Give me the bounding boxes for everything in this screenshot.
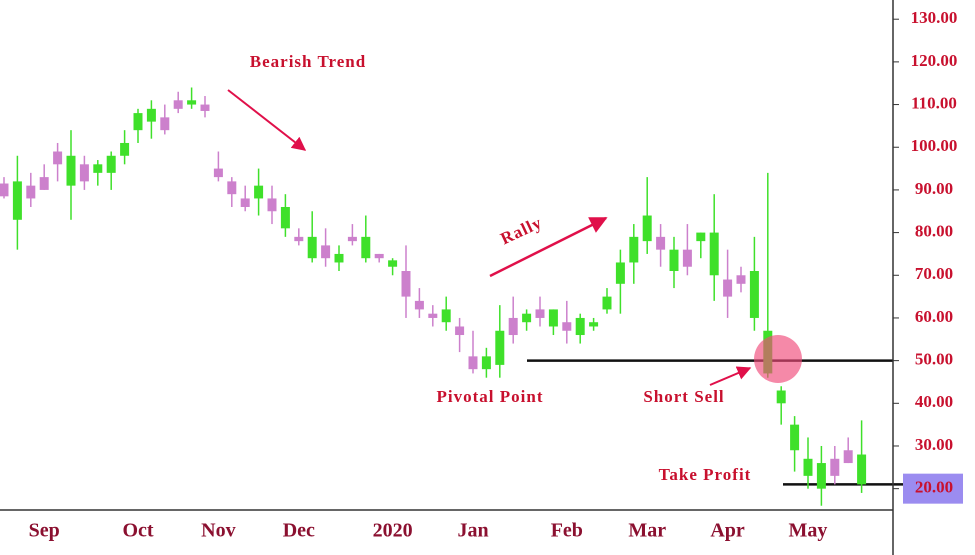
- candle-body: [857, 454, 867, 485]
- y-tick-label: 50.00: [915, 350, 953, 369]
- candle-body: [508, 317, 518, 336]
- candle-body: [146, 108, 156, 122]
- y-tick-label: 80.00: [915, 222, 953, 241]
- candle-body: [816, 463, 826, 489]
- annotation: Bearish Trend: [250, 52, 366, 71]
- y-tick-label: 20.00: [915, 478, 953, 497]
- x-tick-label: Jan: [457, 520, 488, 542]
- candle-body: [629, 236, 639, 263]
- y-tick-label: 120.00: [911, 51, 958, 70]
- annotation: Take Profit: [659, 465, 752, 484]
- candle-body: [0, 183, 9, 197]
- candle-body: [187, 100, 197, 105]
- candle-body: [294, 236, 304, 242]
- candle-body: [830, 458, 840, 476]
- y-tick-label: 70.00: [915, 264, 953, 283]
- x-tick-label: May: [789, 520, 828, 542]
- candle-body: [495, 330, 505, 365]
- candle-body: [240, 198, 250, 207]
- candle-body: [481, 356, 491, 370]
- annotation: Short Sell: [643, 387, 724, 406]
- candle-body: [682, 249, 692, 267]
- x-tick-label: Sep: [29, 520, 60, 542]
- candle-body: [307, 236, 317, 259]
- arrow: [227, 89, 307, 151]
- y-tick-label: 30.00: [915, 435, 953, 454]
- candle-body: [522, 313, 532, 323]
- candle-body: [589, 322, 599, 327]
- candle-body: [441, 309, 451, 323]
- candle-body: [468, 356, 478, 370]
- y-tick-label: 60.00: [915, 307, 953, 326]
- candle-body: [93, 164, 103, 173]
- candle-body: [213, 168, 223, 178]
- candle-body: [160, 117, 170, 131]
- candle-body: [53, 151, 63, 165]
- candle-body: [173, 100, 183, 109]
- candle-body: [535, 309, 545, 318]
- candle-body: [120, 142, 130, 156]
- candle-body: [790, 424, 800, 451]
- candle-body: [656, 236, 666, 250]
- candle-body: [280, 206, 290, 229]
- candle-body: [401, 271, 411, 297]
- candle-body: [334, 253, 344, 263]
- candle-body: [749, 271, 759, 318]
- candle-body: [321, 245, 331, 259]
- plot-area: [0, 87, 918, 506]
- candle-body: [254, 185, 264, 199]
- arrow: [489, 216, 608, 278]
- y-tick-label: 90.00: [915, 179, 953, 198]
- candle-body: [803, 458, 813, 476]
- candle-body: [615, 262, 625, 284]
- candle-body: [709, 232, 719, 276]
- candle-body: [414, 300, 424, 310]
- candle-body: [361, 236, 371, 259]
- candle-body: [227, 181, 237, 195]
- candle-body: [723, 279, 733, 297]
- arrow: [709, 366, 752, 386]
- x-tick-label: Mar: [628, 520, 666, 542]
- candle-body: [602, 296, 612, 310]
- x-tick-label: Dec: [283, 520, 315, 542]
- tick-highlight: [903, 473, 963, 504]
- candle-body: [106, 155, 116, 173]
- candle-body: [200, 104, 210, 111]
- candle-body: [575, 317, 585, 336]
- y-tick-label: 130.00: [911, 8, 958, 27]
- x-tick-label: 2020: [373, 520, 413, 542]
- candle-body: [642, 215, 652, 242]
- x-tick-label: Feb: [551, 520, 583, 542]
- annotation: Pivotal Point: [437, 387, 544, 406]
- candle-body: [776, 390, 786, 404]
- candle-body: [388, 260, 398, 267]
- candle-body: [347, 236, 357, 242]
- y-tick-label: 100.00: [911, 136, 958, 155]
- candle-body: [669, 249, 679, 272]
- candle-body: [12, 181, 22, 220]
- candle-body: [267, 198, 277, 212]
- x-tick-label: Oct: [122, 520, 153, 542]
- candle-body: [374, 253, 384, 259]
- candle-body: [548, 309, 558, 327]
- candle-body: [843, 450, 853, 464]
- candle-body: [696, 232, 706, 242]
- y-tick-label: 40.00: [915, 392, 953, 411]
- candle-body: [26, 185, 36, 199]
- candle-body: [736, 275, 746, 284]
- candle-body: [79, 164, 89, 182]
- x-tick-label: Apr: [710, 520, 745, 542]
- candle-body: [133, 113, 143, 131]
- short-sell-marker: [754, 335, 802, 383]
- x-tick-label: Nov: [201, 520, 235, 542]
- candle-body: [455, 326, 465, 336]
- candle-body: [39, 177, 49, 190]
- candle-body: [66, 155, 76, 186]
- annotation: Rally: [497, 213, 545, 249]
- candle-body: [562, 322, 572, 331]
- y-tick-label: 110.00: [911, 93, 957, 112]
- candle-body: [428, 313, 438, 318]
